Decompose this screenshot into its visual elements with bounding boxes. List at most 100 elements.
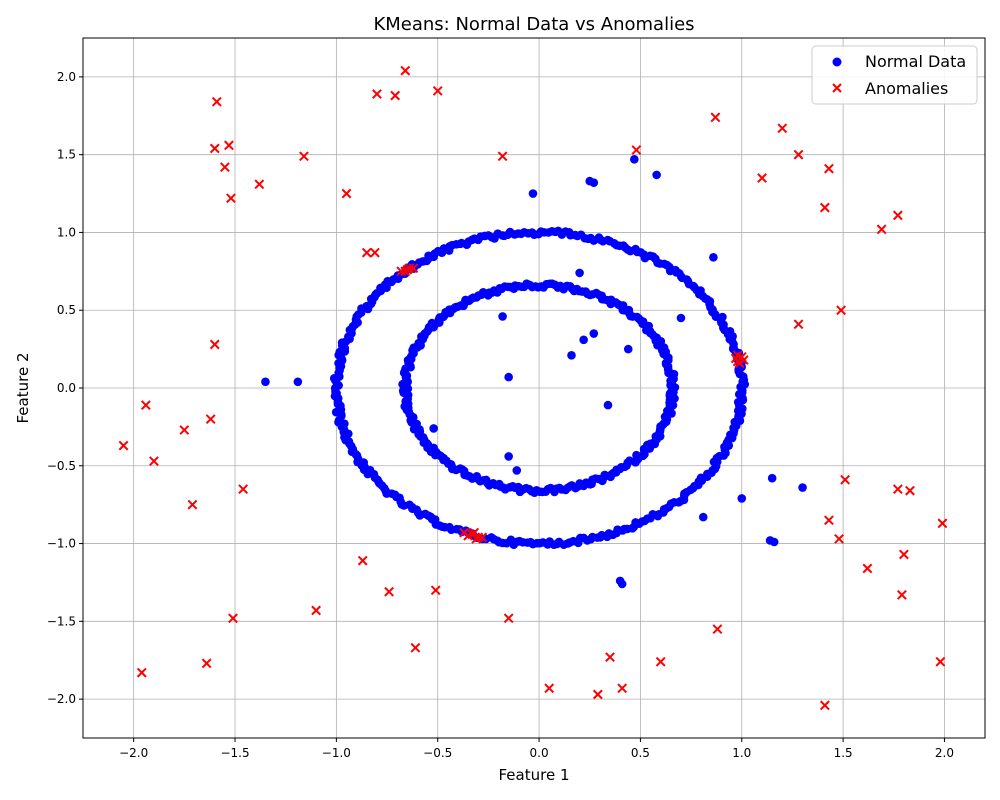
anomaly-point — [372, 89, 382, 99]
anomaly-point — [140, 400, 151, 411]
y-tick-label: −0.5 — [47, 459, 76, 473]
anomaly-point — [179, 425, 190, 435]
anomaly-point — [209, 339, 220, 350]
anomaly-point — [757, 173, 767, 183]
normal-data-point — [767, 473, 777, 483]
normal-data-point — [504, 372, 513, 382]
anomaly-point — [503, 613, 514, 624]
anomaly-point — [824, 515, 834, 526]
anomaly-point — [228, 613, 238, 624]
anomaly-point — [226, 193, 236, 204]
anomaly-point — [905, 485, 915, 496]
y-tick-label: −1.0 — [47, 537, 76, 551]
normal-data-point — [632, 450, 641, 460]
normal-data-point — [567, 351, 576, 360]
anomaly-point — [935, 656, 946, 667]
anomaly-point — [793, 149, 804, 160]
anomaly-point — [209, 143, 220, 154]
x-tick-label: −1.5 — [220, 746, 249, 760]
anomaly-point — [655, 656, 666, 667]
anomaly-point — [605, 652, 615, 663]
anomaly-point — [136, 667, 147, 678]
anomaly-point — [469, 527, 480, 538]
anomaly-point — [617, 683, 628, 694]
normal-data-point — [709, 253, 718, 262]
normal-data-point — [363, 304, 373, 314]
series-anomalies — [118, 65, 948, 711]
normal-data-point — [698, 512, 708, 522]
anomaly-point — [899, 549, 909, 560]
normal-data-point — [293, 377, 303, 387]
anomaly-point — [736, 351, 747, 362]
y-tick-label: 0.5 — [57, 303, 76, 317]
anomaly-point — [544, 683, 555, 694]
y-tick-label: −1.5 — [47, 614, 76, 628]
chart-title: KMeans: Normal Data vs Anomalies — [373, 14, 694, 35]
anomaly-point — [819, 202, 830, 213]
anomaly-point — [402, 264, 413, 275]
normal-data-point — [737, 386, 747, 395]
anomaly-point — [205, 414, 216, 425]
anomaly-point — [892, 210, 903, 221]
x-axis-label: Feature 1 — [499, 766, 570, 784]
anomaly-point — [254, 179, 265, 190]
anomaly-point — [824, 163, 834, 174]
normal-data-point — [589, 178, 599, 187]
normal-data-point — [261, 377, 270, 387]
anomaly-point — [118, 440, 129, 451]
anomaly-point — [592, 689, 603, 700]
normal-data-point — [737, 494, 747, 503]
y-tick-label: 0.0 — [57, 381, 76, 395]
normal-data-point — [528, 189, 538, 198]
normal-data-point — [630, 155, 639, 164]
normal-data-point — [676, 313, 686, 323]
y-tick-label: 1.0 — [57, 225, 76, 239]
anomaly-point — [937, 518, 948, 529]
anomaly-point — [834, 533, 844, 544]
anomaly-point — [369, 247, 380, 258]
anomaly-point — [410, 642, 421, 653]
anomaly-point — [430, 585, 441, 596]
anomaly-point — [361, 247, 372, 258]
normal-data-point — [498, 312, 507, 321]
anomaly-point — [219, 162, 230, 173]
normal-data-point — [589, 329, 599, 338]
normal-data-point — [504, 452, 513, 461]
x-tick-label: −2.0 — [119, 746, 148, 760]
anomaly-point — [876, 224, 887, 235]
normal-data-point — [603, 400, 613, 410]
x-tick-label: 0.0 — [530, 746, 549, 760]
anomaly-point — [149, 456, 159, 467]
anomaly-point — [224, 140, 234, 151]
x-tick-label: 0.5 — [631, 746, 650, 760]
anomaly-point — [819, 700, 830, 711]
anomaly-point — [238, 484, 249, 495]
legend: Normal Data Anomalies — [811, 45, 978, 105]
y-tick-label: 2.0 — [57, 70, 76, 84]
y-axis-label: Feature 2 — [14, 353, 32, 424]
anomaly-point — [497, 151, 508, 162]
y-tick-label: 1.5 — [57, 148, 76, 162]
axis-ticks: −2.0 −1.5 −1.0 −0.5 0.0 0.5 1.0 1.5 2.0 −2.0 −1.5 −… — [47, 70, 954, 760]
normal-data-point — [652, 170, 661, 180]
anomaly-point — [840, 474, 851, 485]
legend-box — [811, 45, 978, 105]
x-tick-label: −1.0 — [322, 746, 351, 760]
normal-data-point — [769, 537, 779, 547]
anomaly-point — [400, 65, 411, 76]
anomaly-point — [631, 145, 642, 155]
normal-data-point — [363, 469, 373, 479]
legend-anomaly-marker — [832, 83, 842, 93]
y-tick-label: −2.0 — [47, 692, 76, 706]
x-tick-label: 1.0 — [732, 746, 751, 760]
anomaly-point — [712, 624, 723, 635]
anomaly-point — [384, 586, 394, 597]
x-tick-label: −0.5 — [423, 746, 452, 760]
anomaly-point — [201, 658, 212, 669]
legend-normal-marker — [832, 57, 842, 67]
normal-data-point — [429, 424, 438, 433]
anomaly-point — [793, 319, 804, 330]
anomaly-point — [836, 305, 846, 316]
normal-data-point — [579, 335, 588, 345]
